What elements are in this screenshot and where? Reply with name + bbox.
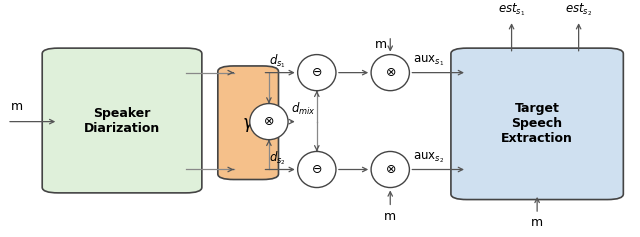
- Text: Target
Speech
Extraction: Target Speech Extraction: [501, 102, 573, 145]
- Text: $d_{s_2}$: $d_{s_2}$: [269, 150, 285, 167]
- Text: $est_{s_2}$: $est_{s_2}$: [565, 1, 592, 18]
- Ellipse shape: [298, 151, 336, 187]
- Text: $d_{s_1}$: $d_{s_1}$: [269, 53, 285, 70]
- Ellipse shape: [371, 55, 410, 91]
- Text: γ: γ: [243, 114, 253, 132]
- Text: $\mathrm{aux}_{s_2}$: $\mathrm{aux}_{s_2}$: [413, 150, 444, 165]
- FancyBboxPatch shape: [42, 48, 202, 193]
- Ellipse shape: [250, 104, 288, 140]
- Text: $d_{mix}$: $d_{mix}$: [291, 101, 316, 117]
- FancyBboxPatch shape: [218, 66, 278, 179]
- Text: $\ominus$: $\ominus$: [311, 66, 323, 79]
- Text: Speaker
Diarization: Speaker Diarization: [84, 106, 160, 135]
- Text: m: m: [531, 216, 543, 229]
- Text: m: m: [11, 100, 23, 113]
- Text: $\ominus$: $\ominus$: [311, 163, 323, 176]
- Ellipse shape: [298, 55, 336, 91]
- Text: m: m: [384, 210, 396, 223]
- Text: $\mathrm{aux}_{s_1}$: $\mathrm{aux}_{s_1}$: [413, 54, 444, 68]
- Text: m: m: [374, 38, 387, 51]
- Text: $est_{s_1}$: $est_{s_1}$: [498, 1, 525, 18]
- Text: $\otimes$: $\otimes$: [385, 163, 396, 176]
- Text: $\otimes$: $\otimes$: [385, 66, 396, 79]
- Text: $\otimes$: $\otimes$: [263, 115, 275, 128]
- FancyBboxPatch shape: [451, 48, 623, 200]
- Ellipse shape: [371, 151, 410, 187]
